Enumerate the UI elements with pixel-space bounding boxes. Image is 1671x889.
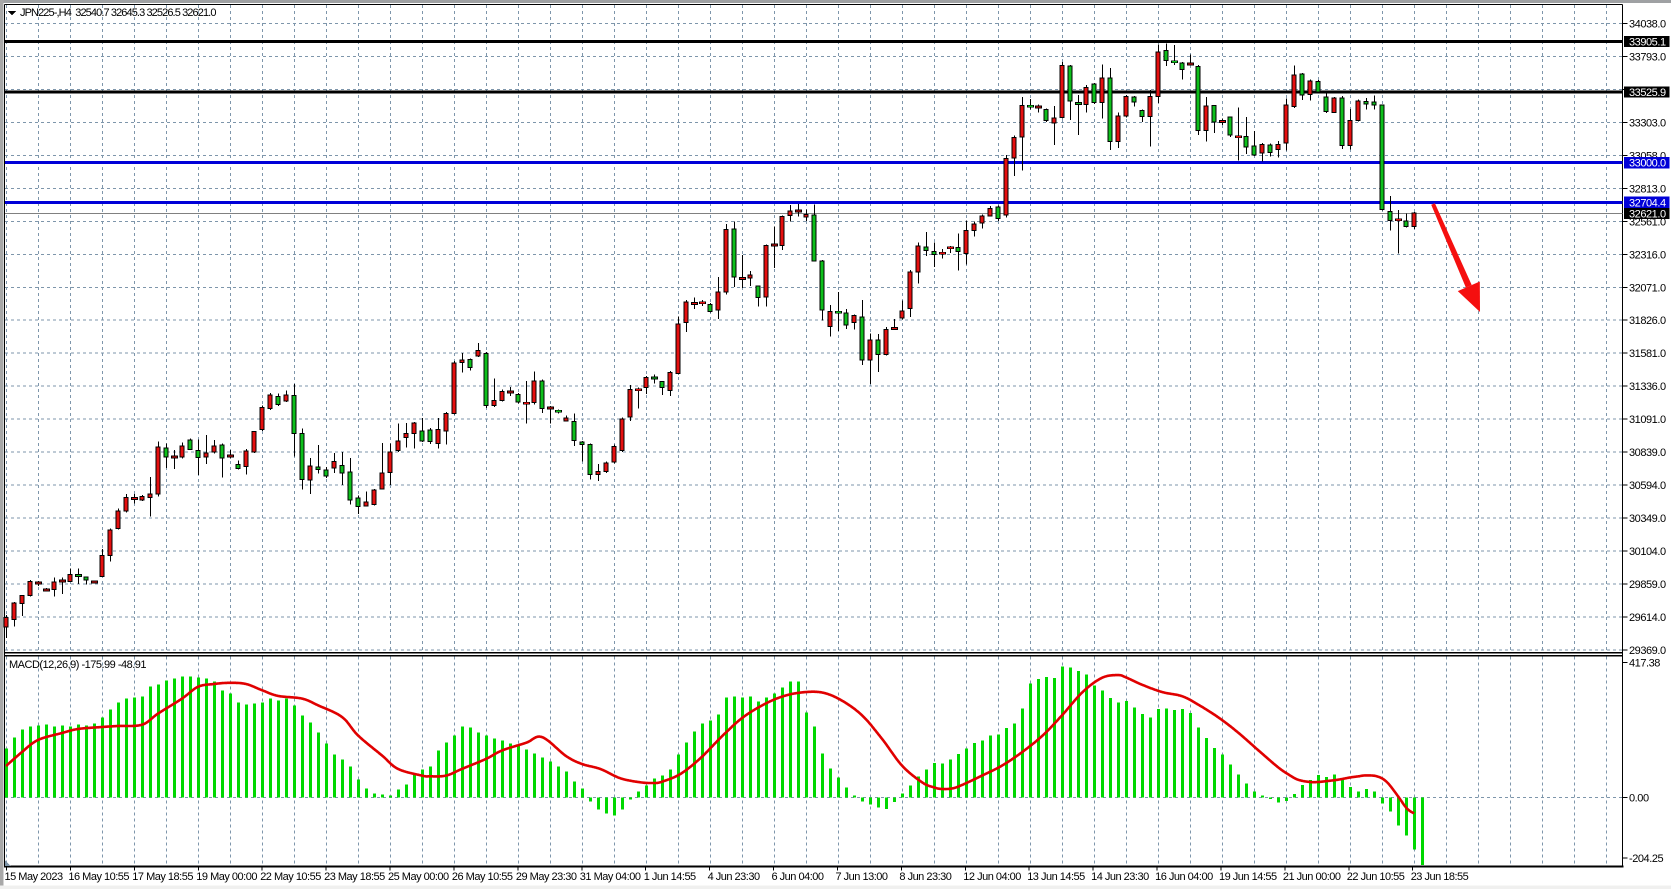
svg-text:16 Jun 04:00: 16 Jun 04:00	[1155, 871, 1213, 883]
svg-text:21 Jun 00:00: 21 Jun 00:00	[1283, 871, 1341, 883]
svg-text:14 Jun 23:30: 14 Jun 23:30	[1091, 871, 1149, 883]
svg-text:23 Jun 18:55: 23 Jun 18:55	[1411, 871, 1469, 883]
svg-text:34038.0: 34038.0	[1629, 19, 1666, 31]
svg-text:30104.0: 30104.0	[1629, 546, 1666, 558]
svg-text:25 May 00:00: 25 May 00:00	[388, 871, 449, 883]
svg-text:33303.0: 33303.0	[1629, 117, 1666, 129]
svg-text:417.38: 417.38	[1629, 658, 1660, 670]
svg-text:31336.0: 31336.0	[1629, 381, 1666, 393]
svg-text:31581.0: 31581.0	[1629, 348, 1666, 360]
svg-text:13 Jun 14:55: 13 Jun 14:55	[1027, 871, 1085, 883]
svg-text:23 May 18:55: 23 May 18:55	[324, 871, 385, 883]
svg-text:29614.0: 29614.0	[1629, 612, 1666, 624]
svg-text:22 May 10:55: 22 May 10:55	[260, 871, 321, 883]
svg-text:32071.0: 32071.0	[1629, 282, 1666, 294]
svg-text:16 May 10:55: 16 May 10:55	[68, 871, 129, 883]
svg-text:19 Jun 14:55: 19 Jun 14:55	[1219, 871, 1277, 883]
svg-text:33000.0: 33000.0	[1629, 158, 1666, 170]
svg-text:4 Jun 23:30: 4 Jun 23:30	[708, 871, 760, 883]
svg-text:31 May 04:00: 31 May 04:00	[580, 871, 641, 883]
svg-text:29 May 23:30: 29 May 23:30	[516, 871, 577, 883]
svg-text:30839.0: 30839.0	[1629, 447, 1666, 459]
svg-text:33525.9: 33525.9	[1629, 87, 1666, 99]
svg-text:12 Jun 04:00: 12 Jun 04:00	[963, 871, 1021, 883]
svg-text:33793.0: 33793.0	[1629, 52, 1666, 64]
svg-text:33905.1: 33905.1	[1629, 37, 1666, 49]
svg-text:32704.4: 32704.4	[1629, 197, 1666, 209]
svg-text:32316.0: 32316.0	[1629, 249, 1666, 261]
svg-text:8 Jun 23:30: 8 Jun 23:30	[899, 871, 951, 883]
svg-text:7 Jun 13:00: 7 Jun 13:00	[836, 871, 888, 883]
svg-text:6 Jun 04:00: 6 Jun 04:00	[772, 871, 824, 883]
svg-text:30594.0: 30594.0	[1629, 480, 1666, 492]
svg-text:17 May 18:55: 17 May 18:55	[132, 871, 193, 883]
svg-text:19 May 00:00: 19 May 00:00	[196, 871, 257, 883]
svg-text:32621.0: 32621.0	[1629, 208, 1666, 220]
svg-text:32561.0: 32561.0	[1629, 216, 1666, 228]
svg-text:0.00: 0.00	[1629, 792, 1649, 804]
svg-text:30349.0: 30349.0	[1629, 513, 1666, 525]
svg-text:31826.0: 31826.0	[1629, 315, 1666, 327]
svg-text:-204.25: -204.25	[1629, 853, 1663, 865]
svg-text:22 Jun 10:55: 22 Jun 10:55	[1347, 871, 1405, 883]
svg-text:26 May 10:55: 26 May 10:55	[452, 871, 513, 883]
svg-text:JPN225-,H4 32540.7 32645.3 32: JPN225-,H4 32540.7 32645.3 32526.5 32621…	[20, 7, 216, 19]
svg-text:29369.0: 29369.0	[1629, 645, 1666, 657]
svg-text:32813.0: 32813.0	[1629, 183, 1666, 195]
svg-text:15 May 2023: 15 May 2023	[5, 871, 63, 883]
svg-text:31091.0: 31091.0	[1629, 414, 1666, 426]
svg-text:MACD(12,26,9) -175.99 -48.91: MACD(12,26,9) -175.99 -48.91	[9, 659, 146, 671]
svg-text:29859.0: 29859.0	[1629, 579, 1666, 591]
svg-text:1 Jun 14:55: 1 Jun 14:55	[644, 871, 696, 883]
